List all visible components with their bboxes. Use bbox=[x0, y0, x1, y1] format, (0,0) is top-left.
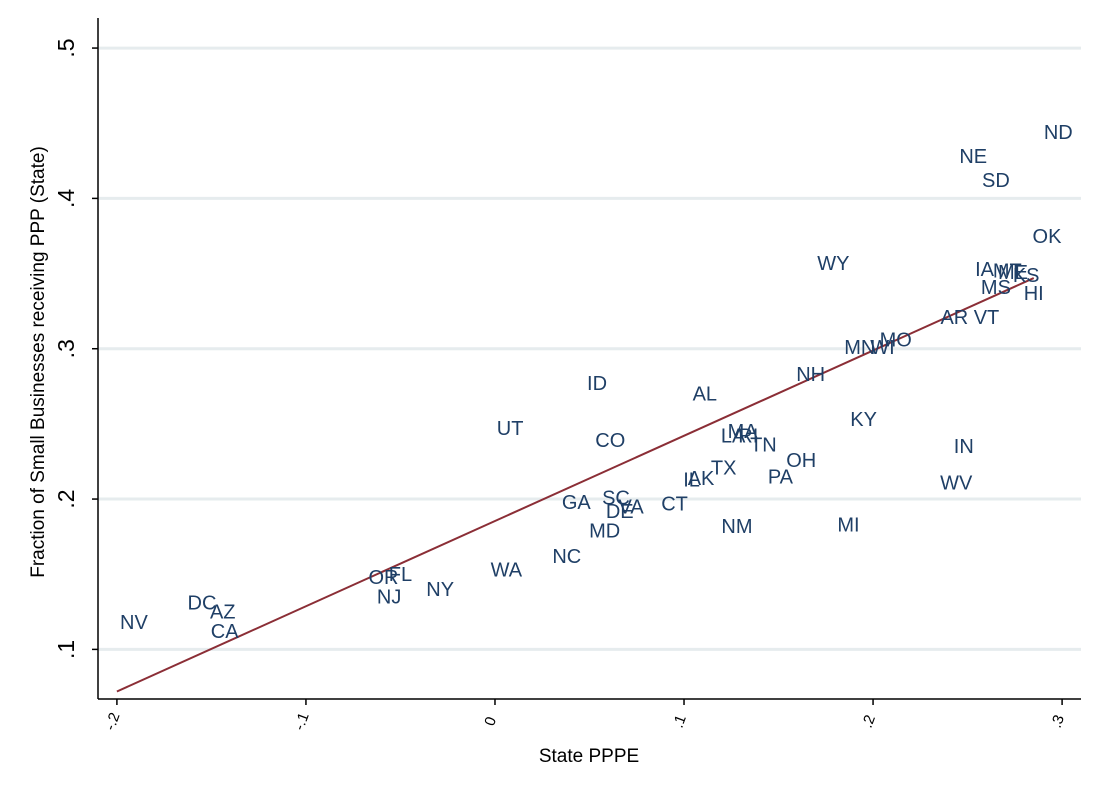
point-label-nh: NH bbox=[796, 364, 825, 386]
point-label-wy: WY bbox=[817, 253, 849, 275]
y-tick-label: .4 bbox=[53, 189, 79, 208]
x-axis-ticks: -.2 -.1 0 .1 .2 .3 bbox=[102, 699, 1068, 733]
point-label-wa: WA bbox=[491, 559, 523, 581]
point-label-or: OR bbox=[368, 567, 398, 589]
point-label-mi: MI bbox=[837, 514, 859, 536]
point-label-il: IL bbox=[683, 469, 700, 491]
point-label-ma: MA bbox=[728, 421, 759, 443]
y-tick-label: .5 bbox=[53, 38, 79, 57]
point-label-ga: GA bbox=[562, 492, 592, 514]
point-label-nm: NM bbox=[721, 516, 752, 538]
y-axis-title: Fraction of Small Businesses receiving P… bbox=[28, 146, 49, 578]
point-label-ia: IA bbox=[975, 259, 995, 281]
point-label-hi: HI bbox=[1024, 283, 1044, 305]
point-label-ms: MS bbox=[981, 277, 1011, 299]
fit-line bbox=[116, 277, 1035, 693]
y-tick-label: .1 bbox=[53, 640, 79, 659]
point-label-ut: UT bbox=[497, 418, 524, 440]
x-tick-label: -.1 bbox=[291, 710, 313, 732]
point-label-tn: TN bbox=[750, 435, 777, 457]
point-label-ri: RI bbox=[738, 426, 758, 448]
x-tick-label: 0 bbox=[481, 715, 500, 729]
point-label-ny: NY bbox=[426, 579, 454, 601]
point-label-me: ME bbox=[998, 262, 1028, 284]
point-label-ak: AK bbox=[688, 468, 715, 490]
point-label-co: CO bbox=[595, 430, 625, 452]
point-label-nd: ND bbox=[1044, 122, 1073, 144]
point-label-ks: KS bbox=[1013, 265, 1040, 287]
point-label-ne: NE bbox=[959, 146, 987, 168]
point-label-nj: NJ bbox=[377, 587, 401, 609]
point-label-wi: WI bbox=[870, 337, 894, 359]
point-label-wv: WV bbox=[940, 472, 973, 494]
y-tick-label: .3 bbox=[53, 339, 79, 358]
point-label-tx: TX bbox=[711, 457, 737, 479]
point-label-vt: VT bbox=[974, 307, 1000, 329]
point-label-mn: MN bbox=[844, 337, 875, 359]
y-tick-label: .2 bbox=[53, 489, 79, 508]
x-axis-title: State PPPE bbox=[539, 746, 639, 767]
point-label-va: VA bbox=[618, 496, 644, 518]
point-label-ar: AR bbox=[940, 307, 968, 329]
point-label-oh: OH bbox=[786, 450, 816, 472]
x-tick-label: .3 bbox=[1048, 713, 1068, 731]
point-label-ok: OK bbox=[1033, 226, 1063, 248]
point-label-in: IN bbox=[954, 436, 974, 458]
point-label-ct: CT bbox=[661, 493, 688, 515]
point-label-de: DE bbox=[606, 501, 634, 523]
x-tick-label: -.2 bbox=[102, 710, 124, 732]
point-label-ca: CA bbox=[211, 621, 239, 643]
point-label-dc: DC bbox=[188, 593, 217, 615]
point-label-sc: SC bbox=[602, 487, 630, 509]
fitted-line bbox=[116, 277, 1035, 693]
point-label-al: AL bbox=[693, 384, 717, 406]
point-label-nv: NV bbox=[120, 612, 148, 634]
point-label-pa: PA bbox=[768, 466, 794, 488]
y-axis-ticks: .1 .2 .3 .4 .5 bbox=[53, 38, 98, 659]
point-label-mo: MO bbox=[880, 329, 912, 351]
x-tick-label: .1 bbox=[670, 713, 690, 731]
point-label-fl: FL bbox=[389, 564, 412, 586]
point-label-az: AZ bbox=[210, 602, 236, 624]
point-label-id: ID bbox=[587, 373, 607, 395]
axes bbox=[97, 18, 1081, 700]
point-label-la: LA bbox=[721, 426, 746, 448]
point-label-nc: NC bbox=[552, 546, 581, 568]
y-gridlines bbox=[98, 46, 1081, 651]
point-label-mt: MT bbox=[993, 260, 1022, 282]
point-label-ky: KY bbox=[850, 409, 877, 431]
point-label-sd: SD bbox=[982, 170, 1010, 192]
point-label-md: MD bbox=[589, 520, 620, 542]
x-tick-label: .2 bbox=[859, 713, 879, 731]
